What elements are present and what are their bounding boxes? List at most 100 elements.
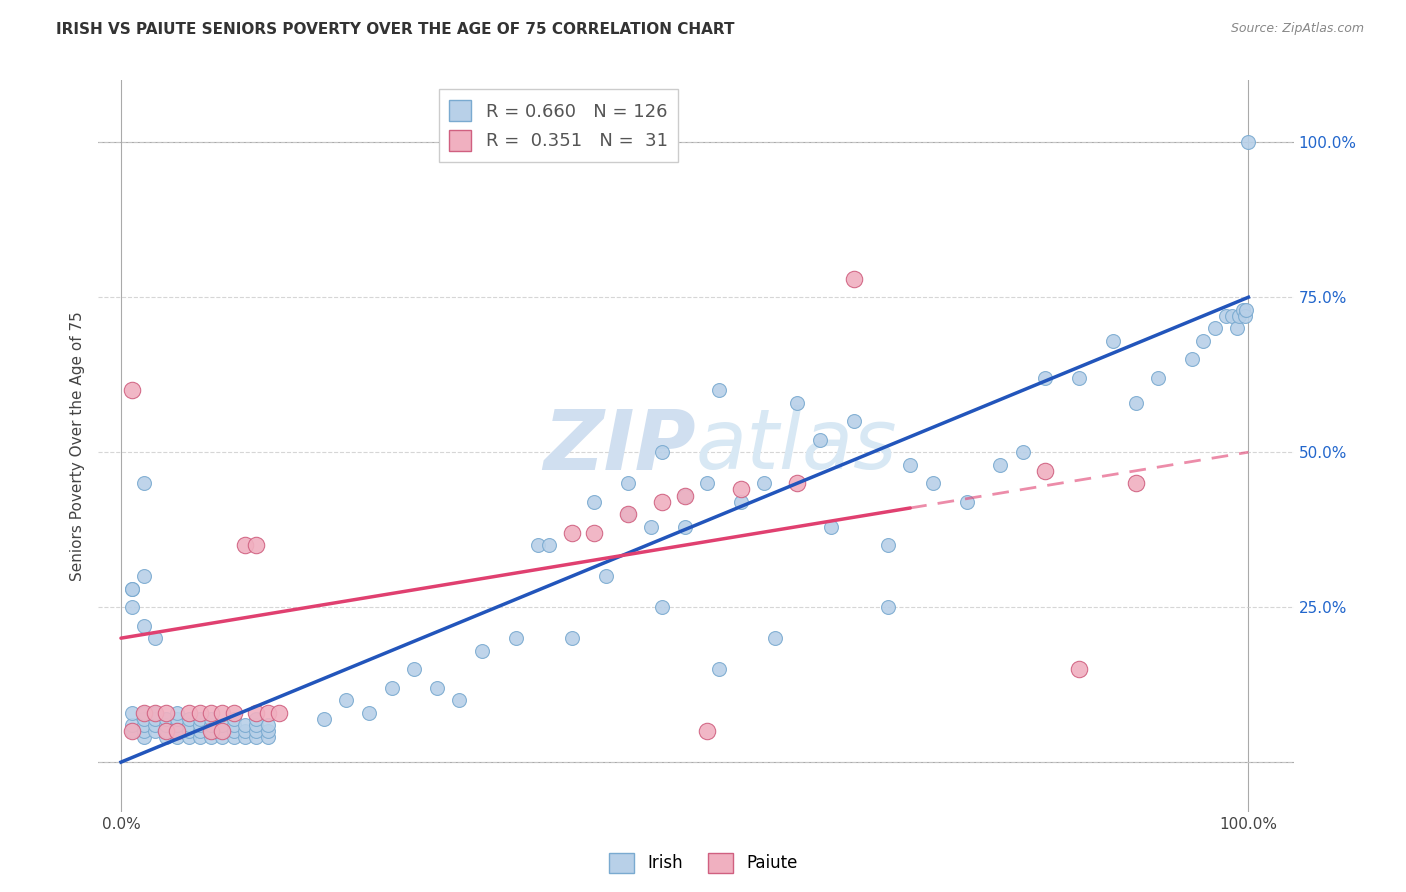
Point bbox=[380, 681, 402, 695]
Text: Source: ZipAtlas.com: Source: ZipAtlas.com bbox=[1230, 22, 1364, 36]
Point bbox=[188, 724, 211, 739]
Point bbox=[211, 724, 233, 739]
Point bbox=[121, 600, 143, 615]
Y-axis label: Seniors Poverty Over the Age of 75: Seniors Poverty Over the Age of 75 bbox=[69, 311, 84, 581]
Point bbox=[763, 631, 786, 645]
Point bbox=[188, 718, 211, 732]
Point bbox=[1192, 334, 1215, 348]
Point bbox=[222, 712, 245, 726]
Point bbox=[177, 731, 200, 745]
Point bbox=[990, 458, 1012, 472]
Point bbox=[651, 600, 673, 615]
Point bbox=[1181, 352, 1204, 367]
Point bbox=[166, 724, 188, 739]
Point bbox=[583, 495, 606, 509]
Point bbox=[200, 724, 222, 739]
Point bbox=[1125, 476, 1147, 491]
Point bbox=[842, 414, 865, 428]
Point bbox=[1215, 309, 1237, 323]
Point bbox=[1234, 302, 1257, 317]
Point bbox=[121, 582, 143, 596]
Point bbox=[245, 718, 267, 732]
Text: atlas: atlas bbox=[696, 406, 897, 486]
Text: IRISH VS PAIUTE SENIORS POVERTY OVER THE AGE OF 75 CORRELATION CHART: IRISH VS PAIUTE SENIORS POVERTY OVER THE… bbox=[56, 22, 735, 37]
Point bbox=[561, 631, 583, 645]
Point bbox=[256, 718, 278, 732]
Point bbox=[177, 724, 200, 739]
Point bbox=[166, 712, 188, 726]
Point bbox=[233, 538, 256, 552]
Point bbox=[155, 724, 177, 739]
Point bbox=[955, 495, 977, 509]
Point bbox=[155, 712, 177, 726]
Point bbox=[651, 495, 673, 509]
Point bbox=[786, 476, 808, 491]
Point bbox=[211, 706, 233, 720]
Point bbox=[132, 476, 155, 491]
Point bbox=[200, 718, 222, 732]
Point bbox=[876, 600, 898, 615]
Point bbox=[1069, 371, 1091, 385]
Legend: R = 0.660   N = 126, R =  0.351   N =  31: R = 0.660 N = 126, R = 0.351 N = 31 bbox=[439, 89, 679, 161]
Point bbox=[561, 525, 583, 540]
Point bbox=[617, 507, 640, 521]
Point bbox=[426, 681, 449, 695]
Point bbox=[200, 724, 222, 739]
Point bbox=[245, 538, 267, 552]
Point bbox=[188, 712, 211, 726]
Point bbox=[808, 433, 831, 447]
Point bbox=[121, 383, 143, 397]
Point bbox=[1012, 445, 1035, 459]
Point bbox=[166, 718, 188, 732]
Point bbox=[842, 271, 865, 285]
Point bbox=[177, 712, 200, 726]
Point bbox=[312, 712, 335, 726]
Point bbox=[1147, 371, 1170, 385]
Point bbox=[1234, 309, 1257, 323]
Point bbox=[188, 706, 211, 720]
Point bbox=[211, 724, 233, 739]
Point bbox=[267, 706, 290, 720]
Point bbox=[1229, 309, 1251, 323]
Point bbox=[1035, 464, 1057, 478]
Point bbox=[256, 731, 278, 745]
Point bbox=[155, 724, 177, 739]
Point bbox=[143, 706, 166, 720]
Point bbox=[200, 712, 222, 726]
Point bbox=[1035, 371, 1057, 385]
Point bbox=[404, 662, 426, 676]
Point bbox=[143, 724, 166, 739]
Point bbox=[200, 706, 222, 720]
Point bbox=[132, 706, 155, 720]
Point bbox=[505, 631, 527, 645]
Point bbox=[673, 519, 696, 533]
Point bbox=[673, 489, 696, 503]
Point bbox=[730, 495, 752, 509]
Point bbox=[245, 712, 267, 726]
Point bbox=[256, 706, 278, 720]
Point bbox=[143, 718, 166, 732]
Point bbox=[222, 718, 245, 732]
Point bbox=[155, 706, 177, 720]
Point bbox=[617, 507, 640, 521]
Point bbox=[188, 731, 211, 745]
Point bbox=[155, 718, 177, 732]
Point bbox=[538, 538, 561, 552]
Point bbox=[222, 731, 245, 745]
Point bbox=[132, 731, 155, 745]
Point bbox=[233, 718, 256, 732]
Point bbox=[335, 693, 357, 707]
Point bbox=[143, 712, 166, 726]
Point bbox=[696, 724, 718, 739]
Point bbox=[595, 569, 617, 583]
Point bbox=[245, 724, 267, 739]
Point bbox=[1226, 321, 1249, 335]
Point bbox=[143, 706, 166, 720]
Point bbox=[651, 445, 673, 459]
Point bbox=[132, 619, 155, 633]
Point bbox=[121, 724, 143, 739]
Point bbox=[211, 718, 233, 732]
Point bbox=[143, 631, 166, 645]
Point bbox=[222, 724, 245, 739]
Point bbox=[132, 724, 155, 739]
